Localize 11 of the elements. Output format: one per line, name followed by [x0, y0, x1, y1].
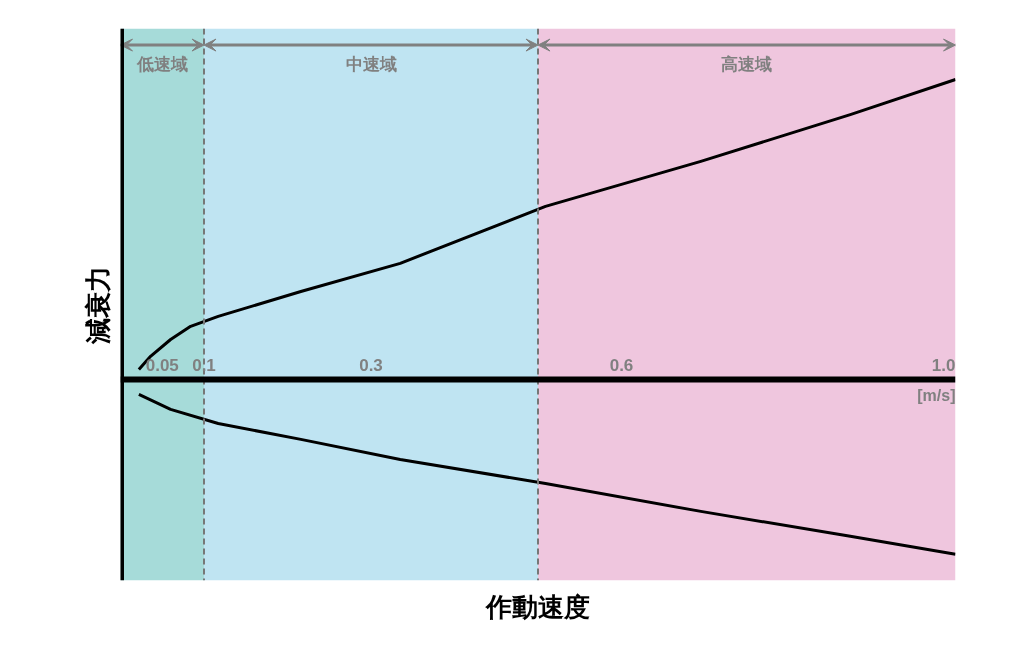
x-axis-title: 作動速度 — [485, 591, 590, 622]
band-label: 中速域 — [345, 55, 397, 75]
x-tick-label: 0.3 — [359, 356, 383, 376]
band-label: 高速域 — [721, 55, 773, 75]
x-tick-label: 0.1 — [192, 356, 216, 376]
x-tick-label: 1.0 — [931, 356, 956, 376]
band-label: 低速域 — [135, 55, 188, 75]
y-axis-title: 減衰力 — [82, 265, 113, 345]
x-tick-label: 0.6 — [609, 356, 634, 376]
x-tick-label: 0.05 — [145, 356, 179, 376]
annotation: [m/s] — [917, 387, 956, 405]
